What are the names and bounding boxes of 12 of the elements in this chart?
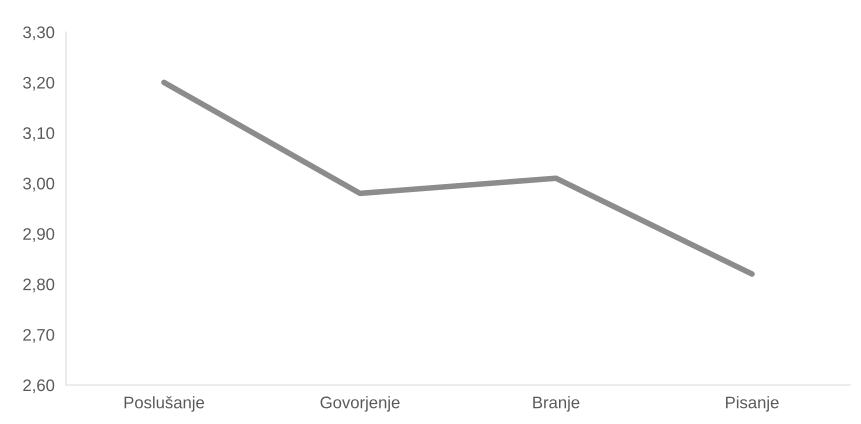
x-tick-label: Branje — [533, 396, 580, 412]
y-tick-label: 3,30 — [23, 26, 54, 40]
x-tick-label: Govorjenje — [320, 396, 400, 412]
y-tick-label: 2,80 — [23, 278, 54, 292]
y-tick-label: 3,10 — [23, 127, 54, 142]
y-tick-label: 2,90 — [23, 228, 54, 242]
x-tick-label: Poslušanje — [124, 396, 204, 412]
y-tick-label: 2,60 — [23, 379, 54, 394]
y-tick-label: 3,20 — [23, 76, 54, 91]
x-tick-label: Pisanje — [726, 396, 779, 412]
y-tick-label: 3,00 — [23, 178, 54, 192]
y-tick-label: 2,70 — [23, 328, 54, 343]
